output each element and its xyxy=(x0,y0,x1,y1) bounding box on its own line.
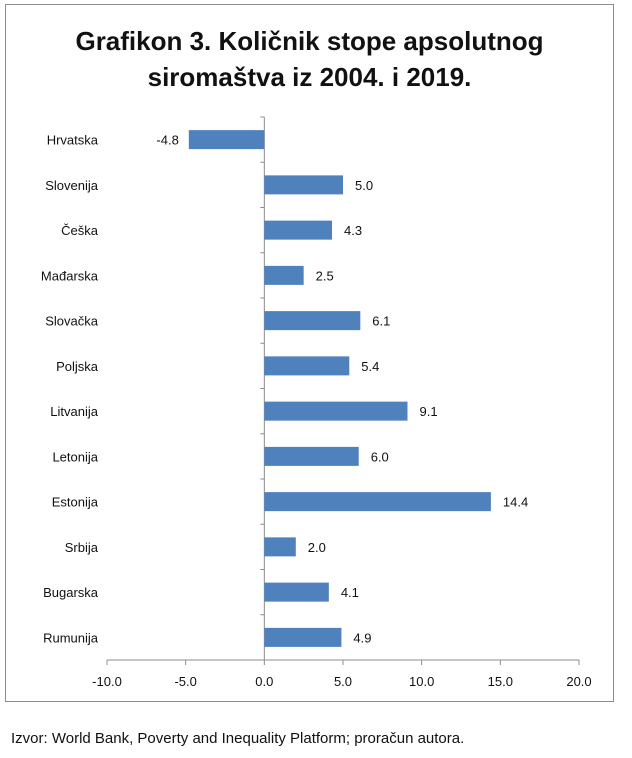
bar-1 xyxy=(264,175,343,195)
category-label: Rumunija xyxy=(43,630,99,645)
x-tick-label: -10.0 xyxy=(92,674,122,689)
bar-5 xyxy=(264,356,350,376)
value-label: 14.4 xyxy=(503,495,528,510)
bar-2 xyxy=(264,220,332,240)
bar-3 xyxy=(264,265,304,285)
value-label: 4.3 xyxy=(344,223,362,238)
x-tick-label: 20.0 xyxy=(566,674,591,689)
value-label: 4.1 xyxy=(341,585,359,600)
axes xyxy=(106,116,580,665)
value-label: 4.9 xyxy=(353,630,371,645)
value-label: 2.5 xyxy=(316,268,334,283)
x-tick-label: 0.0 xyxy=(255,674,273,689)
value-label: -4.8 xyxy=(156,133,178,148)
category-label: Litvanija xyxy=(50,404,98,419)
bar-4 xyxy=(264,311,361,331)
x-tick-label: 5.0 xyxy=(334,674,352,689)
bar-chart: -10.0 -5.0 0.0 5.0 10.0 15.0 20.0 Hrvatska -4.8 S… xyxy=(41,116,592,689)
category-label: Češka xyxy=(61,223,99,238)
bar-10 xyxy=(264,582,329,602)
x-tick-label: 15.0 xyxy=(488,674,513,689)
chart-title-line-2: siromaštva iz 2004. i 2019. xyxy=(147,62,472,92)
x-tick-label: 10.0 xyxy=(409,674,434,689)
value-label: 5.4 xyxy=(361,359,379,374)
value-label: 9.1 xyxy=(420,404,438,419)
chart-frame: Grafikon 3. Količnik stope apsolutnog si… xyxy=(5,4,614,702)
bar-0 xyxy=(188,130,265,150)
bar-9 xyxy=(264,537,296,557)
chart-title-line-1: Grafikon 3. Količnik stope apsolutnog xyxy=(75,26,544,56)
category-label: Hrvatska xyxy=(47,133,99,148)
category-label: Bugarska xyxy=(43,585,99,600)
labels: -10.0 -5.0 0.0 5.0 10.0 15.0 20.0 Hrvatska -4.8 S… xyxy=(41,133,592,689)
value-label: 6.0 xyxy=(371,449,389,464)
value-label: 6.1 xyxy=(372,314,390,329)
chart-title: Grafikon 3. Količnik stope apsolutnog si… xyxy=(6,23,613,95)
value-label: 5.0 xyxy=(355,178,373,193)
category-label: Estonija xyxy=(52,495,99,510)
category-label: Slovenija xyxy=(45,178,99,193)
category-label: Letonija xyxy=(52,449,98,464)
bar-8 xyxy=(264,492,491,512)
source-note: Izvor: World Bank, Poverty and Inequalit… xyxy=(11,730,465,747)
category-label: Slovačka xyxy=(45,314,99,329)
value-label: 2.0 xyxy=(308,540,326,555)
category-label: Poljska xyxy=(56,359,99,374)
bars xyxy=(188,130,491,647)
bar-11 xyxy=(264,627,342,647)
x-tick-label: -5.0 xyxy=(174,674,196,689)
category-label: Mađarska xyxy=(41,268,99,283)
bar-6 xyxy=(264,401,408,421)
category-label: Srbija xyxy=(65,540,99,555)
bar-7 xyxy=(264,446,359,466)
